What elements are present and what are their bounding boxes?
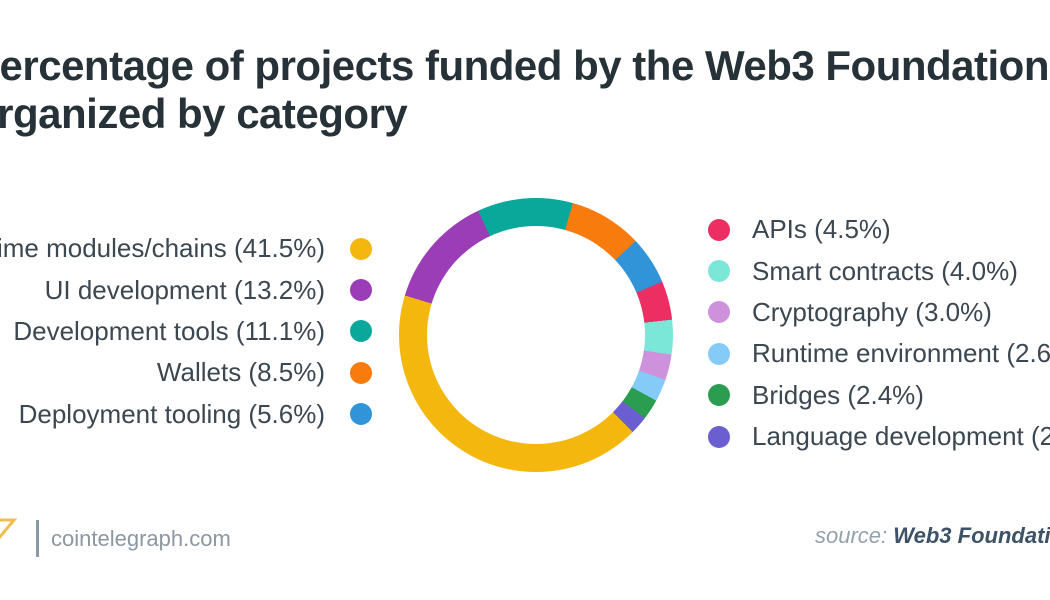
legend-item-smart-contracts: Smart contracts (4.0%) (708, 250, 1050, 291)
donut-chart (399, 198, 673, 472)
legend-item-ui-development: UI development (13.2%) (0, 269, 372, 310)
legend-label: APIs (4.5%) (752, 214, 891, 245)
legend-item-cryptography: Cryptography (3.0%) (708, 292, 1050, 333)
legend-label: Runtime environment (2.6%) (752, 338, 1050, 369)
legend-dot (350, 237, 372, 260)
legend-item-apis: APIs (4.5%) (708, 209, 1050, 250)
legend-label: Language development (2.1%) (752, 421, 1050, 452)
legend-item-runtime-environment: Runtime environment (2.6%) (708, 333, 1050, 374)
legend-label: UI development (13.2%) (44, 274, 325, 305)
legend-dot (708, 342, 730, 365)
legend-item-wallets: Wallets (8.5%) (0, 352, 372, 393)
legend-label: Deployment tooling (5.6%) (18, 398, 325, 429)
chart-title: Percentage of projects funded by the Web… (0, 42, 1050, 138)
legend-label: Development tools (11.1%) (13, 315, 325, 346)
source-prefix: source: (815, 523, 894, 548)
chart-title-line1: Percentage of projects funded by the Web… (0, 42, 1050, 89)
legend-item-deployment-tooling: Deployment tooling (5.6%) (0, 394, 372, 435)
source-name: Web3 Foundation (893, 523, 1050, 548)
legend-dot (708, 218, 730, 241)
legend-right: APIs (4.5%) Smart contracts (4.0%) Crypt… (708, 209, 1050, 457)
legend-dot (350, 361, 372, 384)
footer-site-text: cointelegraph.com (51, 526, 231, 551)
legend-label: Cryptography (3.0%) (752, 296, 992, 327)
legend-label: Runtime modules/chains (41.5%) (0, 233, 325, 264)
donut-hole (427, 226, 645, 444)
legend-dot (350, 403, 372, 426)
chart-title-line2: organized by category (0, 90, 408, 137)
cointelegraph-logo-icon (0, 518, 18, 540)
legend-dot (708, 384, 730, 407)
legend-dot (350, 320, 372, 343)
legend-left: Runtime modules/chains (41.5%) UI develo… (0, 228, 372, 435)
legend-label: Smart contracts (4.0%) (752, 255, 1018, 286)
footer-divider (36, 520, 39, 557)
legend-item-runtime-modules: Runtime modules/chains (41.5%) (0, 228, 372, 269)
legend-label: Wallets (8.5%) (156, 357, 325, 388)
legend-item-development-tools: Development tools (11.1%) (0, 311, 372, 352)
legend-dot (708, 301, 730, 324)
legend-item-language-development: Language development (2.1%) (708, 416, 1050, 457)
source-line: source: Web3 Foundation (815, 523, 1050, 549)
legend-dot (350, 279, 372, 302)
legend-label: Bridges (2.4%) (752, 379, 924, 410)
legend-item-bridges: Bridges (2.4%) (708, 375, 1050, 416)
legend-dot (708, 260, 730, 283)
legend-dot (708, 425, 730, 448)
